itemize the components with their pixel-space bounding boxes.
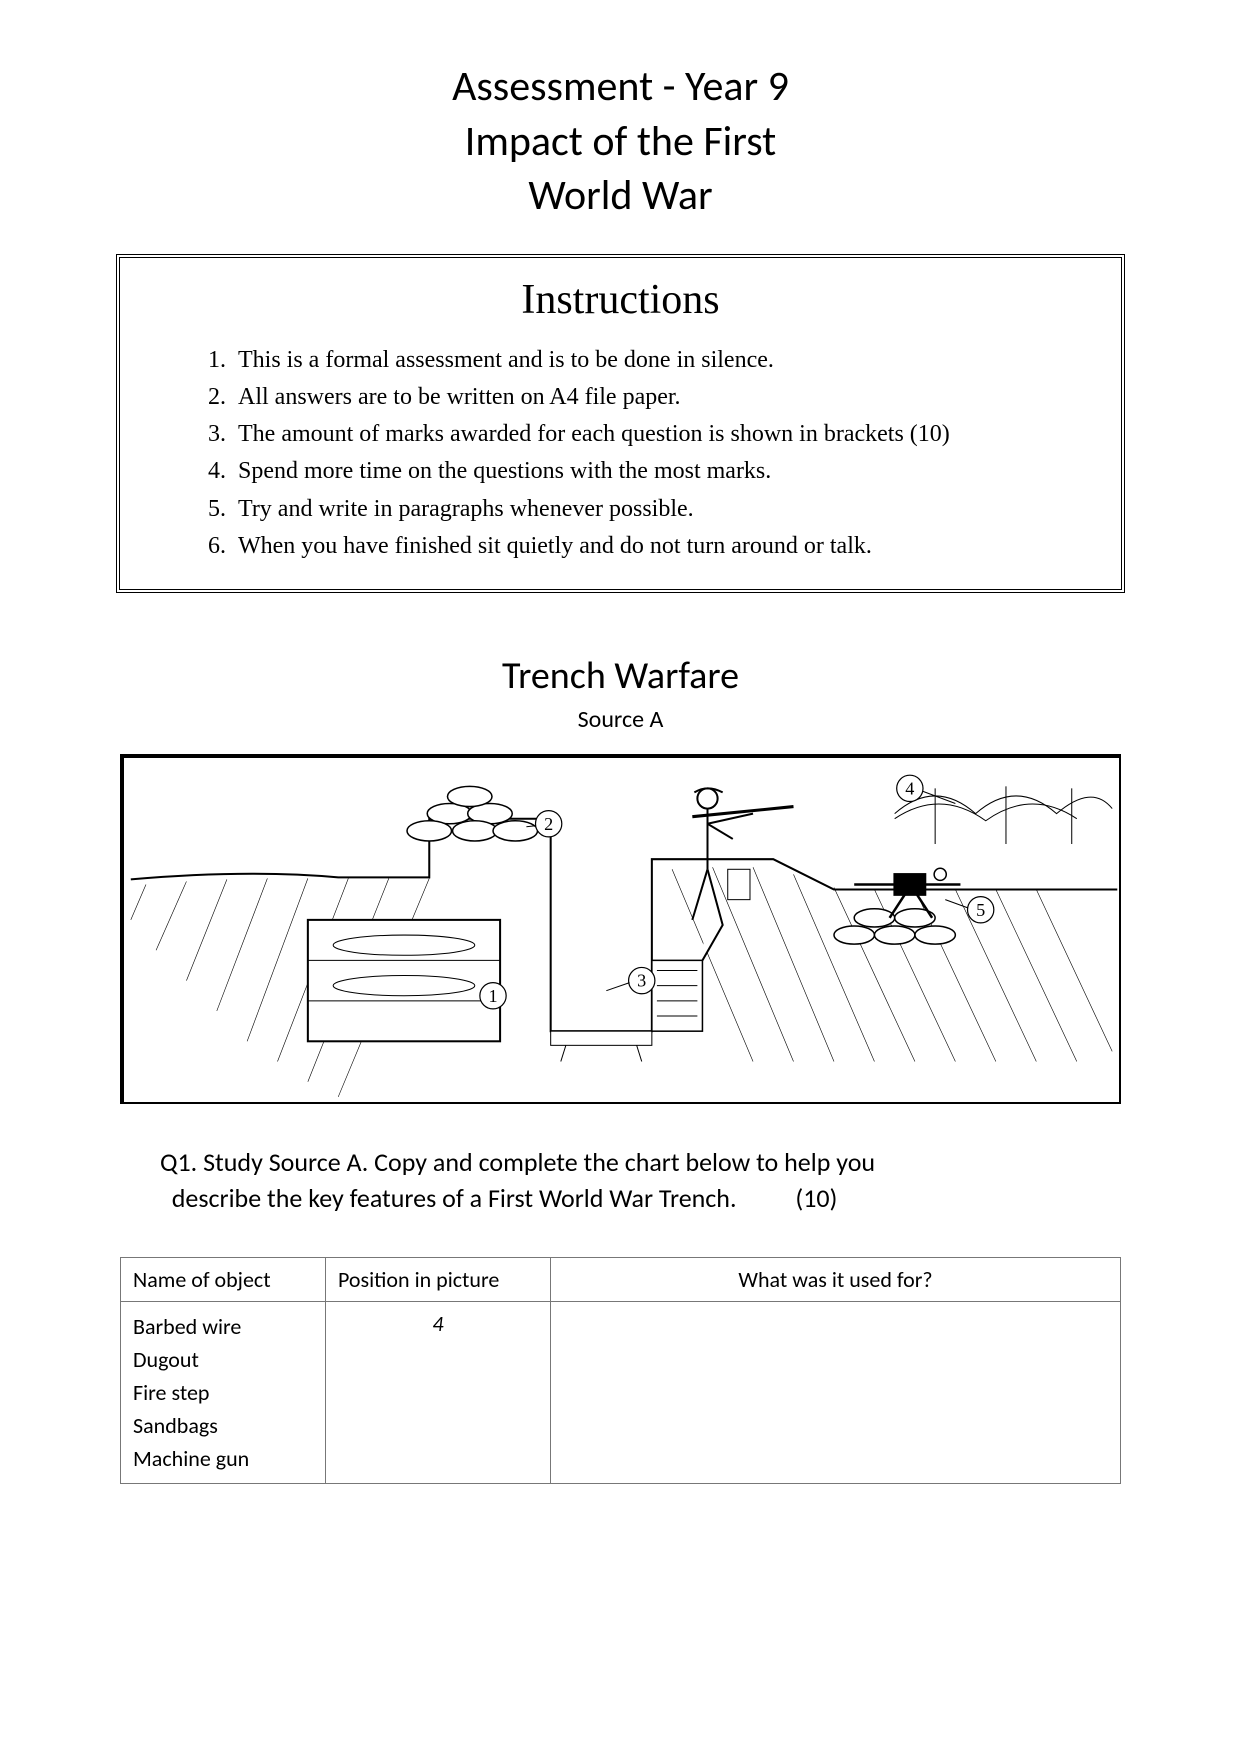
trench-diagram-svg: 1 2 3 4 5 (124, 758, 1119, 1102)
title-block: Assessment - Year 9 Impact of the First … (120, 60, 1121, 224)
object-item: Barbed wire (133, 1310, 313, 1343)
instructions-list: This is a formal assessment and is to be… (160, 342, 1081, 565)
object-item: Dugout (133, 1343, 313, 1376)
section-heading: Trench Warfare (120, 653, 1121, 699)
object-item: Machine gun (133, 1442, 313, 1475)
answer-table: Name of object Position in picture What … (120, 1257, 1121, 1484)
trench-diagram: 1 2 3 4 5 (120, 754, 1121, 1104)
question-line-1: Q1. Study Source A. Copy and complete th… (160, 1146, 875, 1178)
instruction-item: When you have finished sit quietly and d… (232, 528, 1081, 565)
instruction-item: This is a formal assessment and is to be… (232, 342, 1081, 379)
object-item: Fire step (133, 1376, 313, 1409)
instruction-item: Try and write in paragraphs whenever pos… (232, 491, 1081, 528)
title-line-2: Impact of the First (120, 115, 1121, 170)
cell-used-for (551, 1301, 1121, 1483)
callout-3: 3 (637, 971, 646, 991)
question-marks: (10) (795, 1182, 837, 1214)
question-1: Q1. Study Source A. Copy and complete th… (160, 1144, 1101, 1217)
callout-2: 2 (544, 814, 553, 834)
col-header-name: Name of object (121, 1257, 326, 1301)
page: Assessment - Year 9 Impact of the First … (0, 0, 1241, 1754)
col-header-use: What was it used for? (551, 1257, 1121, 1301)
title-line-1: Assessment - Year 9 (120, 60, 1121, 115)
instruction-item: The amount of marks awarded for each que… (232, 416, 1081, 453)
callout-5: 5 (976, 900, 985, 920)
cell-objects: Barbed wire Dugout Fire step Sandbags Ma… (121, 1301, 326, 1483)
callout-1: 1 (488, 986, 497, 1006)
question-line-2: describe the key features of a First Wor… (172, 1182, 737, 1214)
source-label: Source A (120, 705, 1121, 734)
col-header-position: Position in picture (326, 1257, 551, 1301)
instructions-box: Instructions This is a formal assessment… (116, 254, 1125, 593)
instruction-item: All answers are to be written on A4 file… (232, 379, 1081, 416)
title-line-3: World War (120, 169, 1121, 224)
callout-4: 4 (905, 778, 914, 798)
table-header-row: Name of object Position in picture What … (121, 1257, 1121, 1301)
instructions-heading: Instructions (160, 276, 1081, 324)
object-item: Sandbags (133, 1409, 313, 1442)
table-row: Barbed wire Dugout Fire step Sandbags Ma… (121, 1301, 1121, 1483)
cell-position: 4 (326, 1301, 551, 1483)
instruction-item: Spend more time on the questions with th… (232, 453, 1081, 490)
